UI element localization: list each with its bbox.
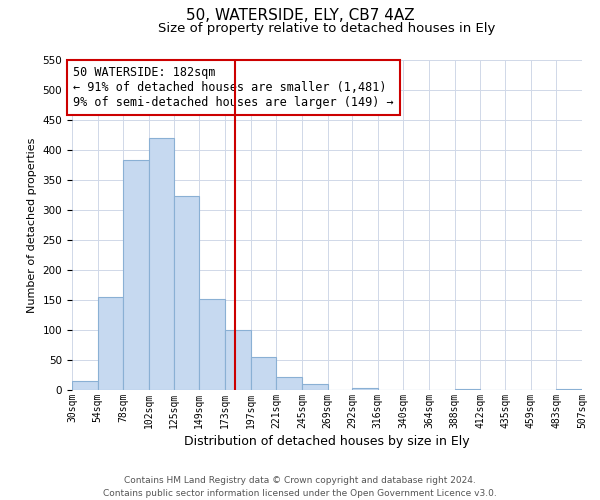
Bar [173, 196, 199, 390]
Text: 50, WATERSIDE, ELY, CB7 4AZ: 50, WATERSIDE, ELY, CB7 4AZ [185, 8, 415, 22]
X-axis label: Distribution of detached houses by size in Ely: Distribution of detached houses by size … [184, 435, 470, 448]
Bar [98, 297, 124, 390]
Bar [149, 138, 173, 390]
Text: Contains HM Land Registry data © Crown copyright and database right 2024.
Contai: Contains HM Land Registry data © Crown c… [103, 476, 497, 498]
Text: 50 WATERSIDE: 182sqm
← 91% of detached houses are smaller (1,481)
9% of semi-det: 50 WATERSIDE: 182sqm ← 91% of detached h… [73, 66, 394, 109]
Bar [72, 381, 98, 390]
Y-axis label: Number of detached properties: Number of detached properties [27, 138, 37, 312]
Bar [124, 160, 149, 390]
Title: Size of property relative to detached houses in Ely: Size of property relative to detached ho… [158, 22, 496, 35]
Bar [251, 357, 276, 390]
Bar [352, 388, 378, 390]
Bar [225, 330, 251, 390]
Bar [556, 389, 582, 390]
Bar [302, 384, 328, 390]
Bar [276, 377, 302, 390]
Bar [199, 299, 225, 390]
